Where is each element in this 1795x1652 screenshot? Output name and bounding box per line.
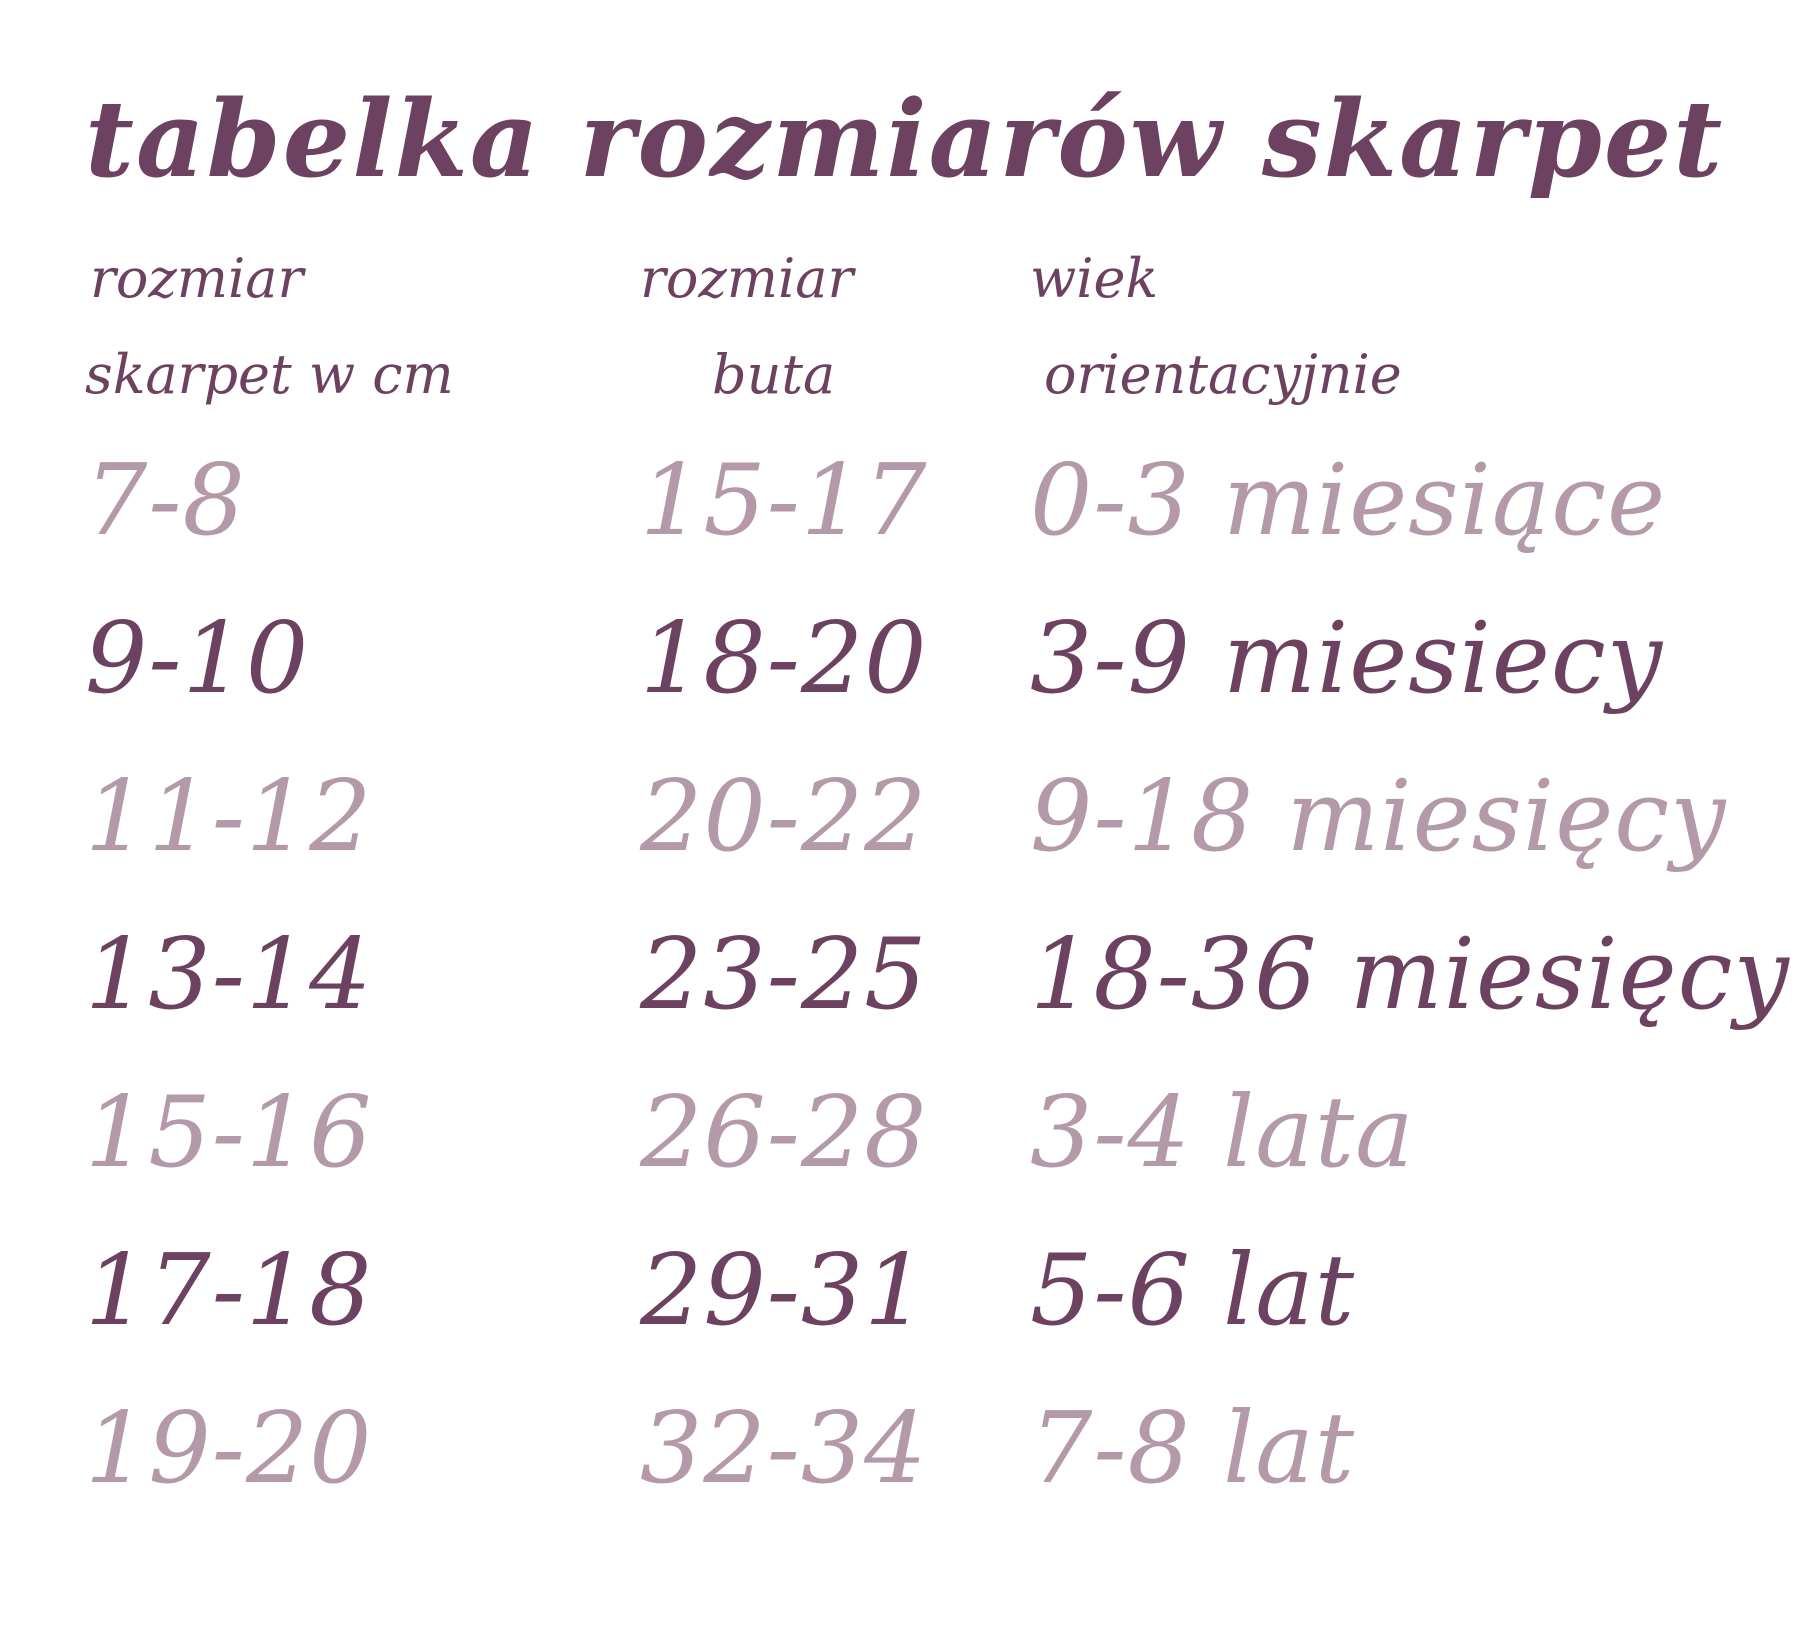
sock-size-cm-value: 19-20 — [85, 1391, 373, 1506]
column-header-shoe-size: rozmiar buta — [640, 246, 1030, 422]
column-header-line: rozmiar — [640, 246, 854, 310]
age-value: 3-9 miesiecy — [1030, 601, 1664, 716]
sock-size-cm-value: 11-12 — [85, 759, 373, 874]
sock-size-cm-value: 13-14 — [85, 917, 373, 1032]
shoe-size-value: 15-17 — [640, 443, 928, 558]
column-header-line: wiek — [1030, 246, 1159, 310]
column-header-age: wiek orientacyjnie — [1030, 246, 1790, 422]
age-value: 7-8 lat — [1030, 1391, 1356, 1506]
column-header-line: skarpet w cm — [85, 342, 454, 406]
shoe-size-value: 20-22 — [640, 759, 928, 874]
size-chart-page: tabelka rozmiarów skarpet rozmiar skarpe… — [85, 76, 1789, 1528]
age-value: 0-3 miesiące — [1030, 443, 1667, 558]
column-header-line: buta — [712, 342, 836, 406]
column-header-line: orientacyjnie — [1044, 342, 1402, 406]
shoe-size-value: 32-34 — [640, 1391, 928, 1506]
sock-size-cm-value: 15-16 — [85, 1075, 373, 1190]
column-header-sock-size-cm: rozmiar skarpet w cm — [85, 246, 640, 422]
age-value: 9-18 miesięcy — [1030, 759, 1727, 874]
sock-size-cm-value: 17-18 — [85, 1233, 373, 1348]
sock-size-cm-value: 7-8 — [85, 443, 246, 558]
age-value: 5-6 lat — [1030, 1233, 1356, 1348]
shoe-size-value: 23-25 — [640, 917, 928, 1032]
shoe-size-value: 26-28 — [640, 1075, 928, 1190]
size-table: rozmiar skarpet w cm rozmiar buta wiek o… — [85, 246, 1789, 1528]
column-header-line: rozmiar — [90, 246, 304, 310]
page-title: tabelka rozmiarów skarpet — [85, 76, 1725, 201]
sock-size-cm-value: 9-10 — [85, 601, 310, 716]
shoe-size-value: 29-31 — [640, 1233, 928, 1348]
shoe-size-value: 18-20 — [640, 601, 928, 716]
age-value: 3-4 lata — [1030, 1075, 1415, 1190]
age-value: 18-36 miesięcy — [1030, 917, 1790, 1032]
